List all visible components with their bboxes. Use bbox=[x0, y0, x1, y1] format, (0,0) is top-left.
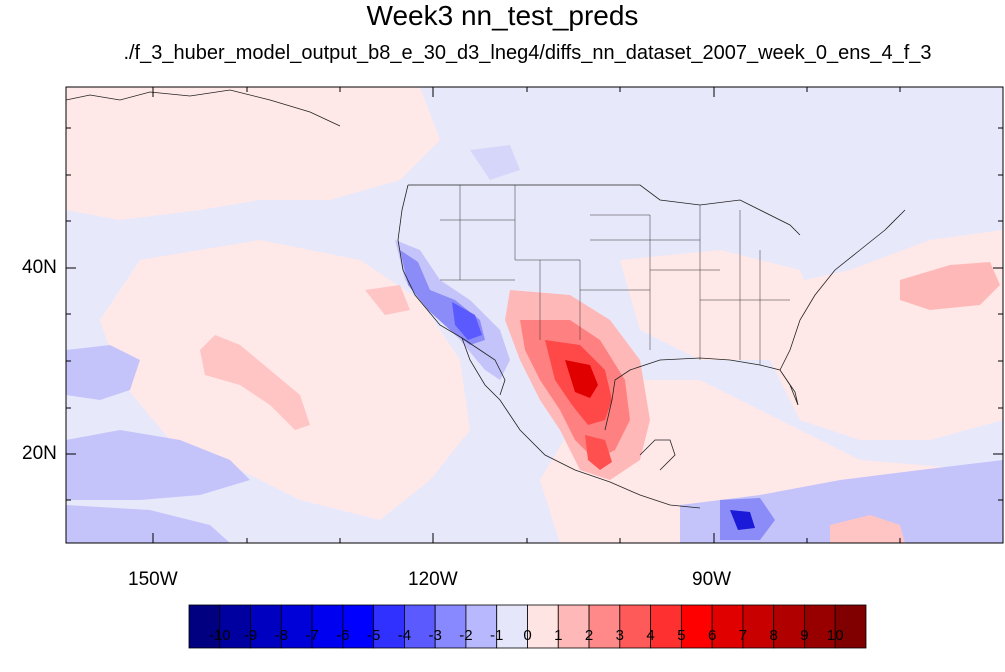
colorbar-label: -2 bbox=[459, 627, 473, 644]
colorbar-box bbox=[219, 604, 251, 649]
colorbar-box bbox=[773, 604, 805, 649]
field-pink-caribbean bbox=[830, 515, 905, 543]
field-light-pink-east-us bbox=[620, 250, 820, 360]
lon-label-90w: 90W bbox=[692, 569, 732, 590]
colorbar-label: 1 bbox=[554, 627, 563, 644]
colorbar-label: 9 bbox=[800, 627, 809, 644]
colorbar-label: 4 bbox=[646, 627, 655, 644]
colorbar-label: 8 bbox=[769, 627, 778, 644]
axis-ticks bbox=[66, 87, 1003, 543]
field-light-pink-north-pacific bbox=[66, 87, 440, 220]
field-deep-red-mexico bbox=[565, 360, 598, 398]
map-frame bbox=[65, 86, 1004, 544]
colorbar-label: 2 bbox=[584, 627, 594, 644]
field-pink-pacific-tongue bbox=[200, 335, 310, 430]
colorbar-box bbox=[711, 604, 744, 649]
field-light-blue-canada bbox=[470, 145, 520, 180]
lon-label-150w: 150W bbox=[128, 569, 178, 590]
colorbar-label: 0 bbox=[523, 627, 532, 644]
state-borders bbox=[440, 185, 790, 365]
coastlines bbox=[66, 89, 906, 509]
lat-label-20n: 20N bbox=[22, 443, 57, 464]
colorbar-box bbox=[188, 604, 221, 649]
colorbar-box bbox=[742, 604, 775, 649]
colorbar-box bbox=[465, 604, 498, 649]
colorbar-box bbox=[834, 604, 867, 649]
colorbar-label: 3 bbox=[615, 627, 624, 644]
colorbar-label: -4 bbox=[397, 627, 412, 644]
colorbar-label: -3 bbox=[428, 627, 442, 644]
plot-title: Week3 nn_test_preds bbox=[366, 0, 639, 31]
field-blue-nevada bbox=[452, 302, 482, 340]
colorbar-box bbox=[804, 604, 836, 649]
colorbar-label: 7 bbox=[738, 627, 748, 644]
colorbar-box bbox=[496, 604, 528, 649]
colorbar-label: 5 bbox=[677, 627, 686, 644]
field-red-south-mexico bbox=[585, 435, 612, 470]
colorbar-label: -1 bbox=[490, 627, 504, 644]
colorbar-box bbox=[342, 604, 375, 649]
colorbar-label: -9 bbox=[243, 627, 258, 644]
colorbar-label: -5 bbox=[366, 627, 381, 644]
field-light-pink-central-pacific bbox=[100, 240, 470, 520]
colorbar-box bbox=[619, 604, 651, 649]
field-light-blue-hawaii bbox=[66, 430, 250, 500]
colorbar-box bbox=[527, 604, 559, 649]
field-light-blue-west-pacific bbox=[66, 345, 140, 400]
colorbar-box bbox=[680, 604, 713, 649]
plot-subtitle: ./f_3_huber_model_output_b8_e_30_d3_lneg… bbox=[123, 42, 932, 64]
field-pink-atlantic bbox=[900, 262, 1000, 310]
colorbar-box bbox=[588, 604, 621, 649]
colorbar-label: 10 bbox=[826, 627, 844, 644]
colorbar-label: -8 bbox=[274, 627, 288, 644]
colorbar-label: -6 bbox=[336, 627, 350, 644]
colorbar-box bbox=[280, 604, 313, 649]
colorbar-box bbox=[404, 604, 436, 649]
field-deep-blue-central-america bbox=[730, 510, 755, 530]
field-pink-baja bbox=[365, 285, 410, 315]
colorbar-box bbox=[311, 604, 344, 649]
field-light-blue-lower-left bbox=[66, 505, 230, 543]
colorbar-label: 6 bbox=[707, 627, 717, 644]
lat-label-40n: 40N bbox=[22, 257, 57, 278]
colorbar-label: -10 bbox=[208, 627, 231, 644]
lon-label-120w: 120W bbox=[408, 569, 458, 590]
colorbar-box bbox=[250, 604, 282, 649]
colorbar-label: -7 bbox=[305, 627, 319, 644]
